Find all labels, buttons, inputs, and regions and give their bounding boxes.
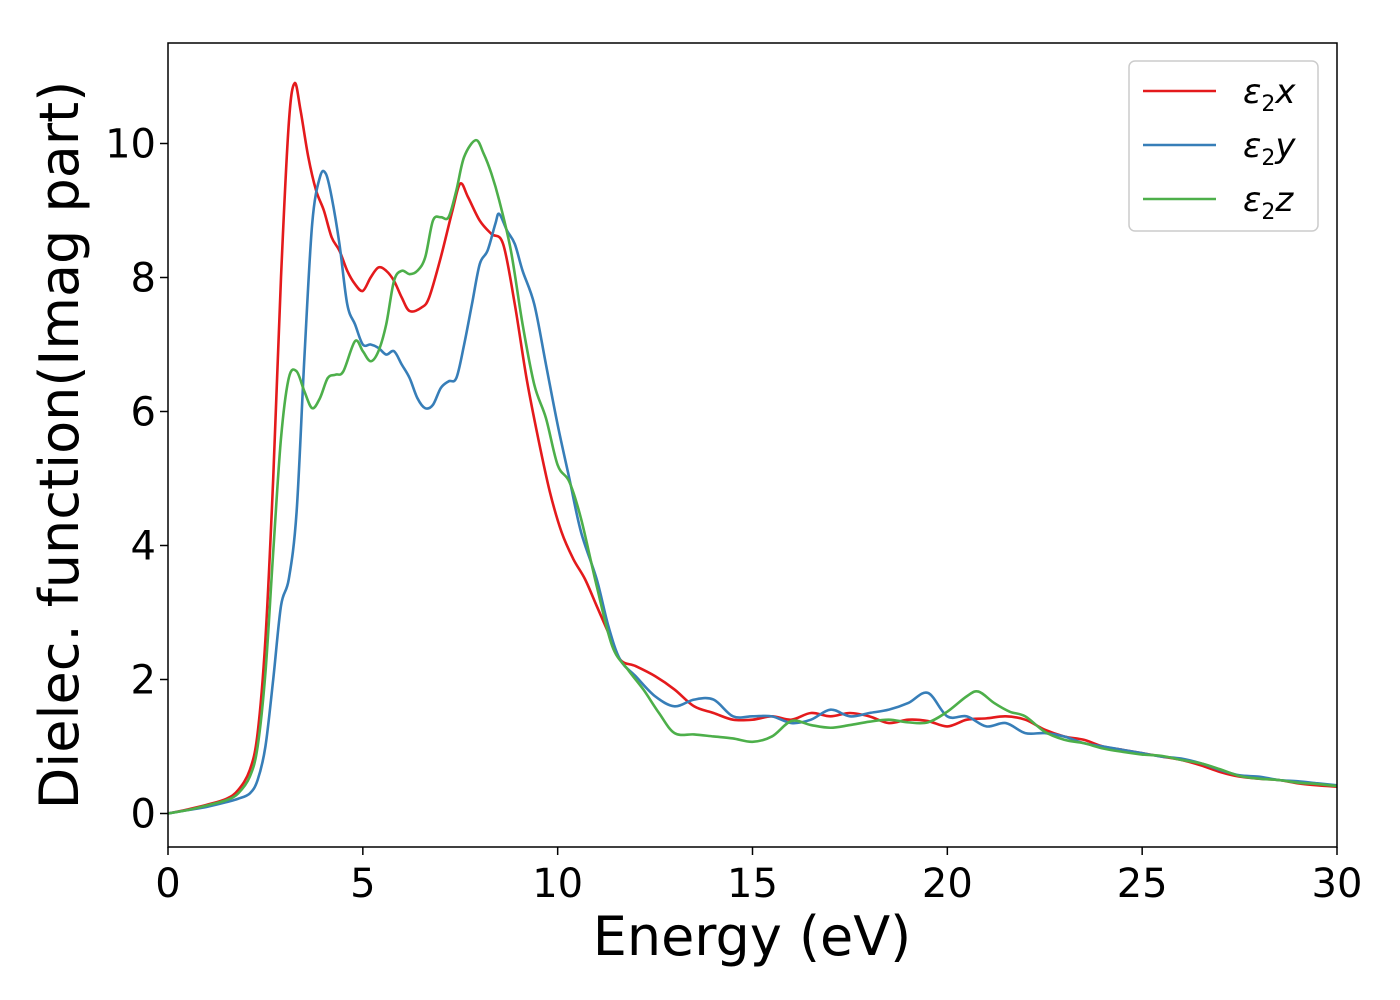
- x-tick-label-1: 5: [350, 861, 375, 907]
- x-tick-label-0: 0: [155, 861, 180, 907]
- series-line-2: [168, 138, 1337, 815]
- series-layer: [168, 81, 1337, 815]
- x-tick-label-6: 30: [1312, 861, 1363, 907]
- legend-label-2: ε2z: [1243, 180, 1294, 225]
- y-tick-label-4: 8: [131, 256, 156, 302]
- y-axis-title: Dielec. function(Imag part): [28, 81, 91, 810]
- x-tick-label-5: 25: [1117, 861, 1168, 907]
- legend-box: [1128, 60, 1319, 232]
- y-axis-ticks: 0 2 4 6 8 10: [105, 122, 168, 838]
- y-tick-label-5: 10: [105, 122, 156, 168]
- y-tick-label-0: 0: [131, 792, 156, 838]
- legend: ε2x ε2y ε2z: [1128, 60, 1319, 232]
- legend-label-0: ε2x: [1243, 72, 1296, 117]
- y-tick-label-2: 4: [131, 524, 156, 570]
- x-tick-label-3: 15: [727, 861, 778, 907]
- y-tick-label-3: 6: [131, 390, 156, 436]
- x-tick-label-2: 10: [532, 861, 583, 907]
- x-axis-ticks: 0 5 10 15 20 25 30: [155, 847, 1362, 907]
- x-tick-label-4: 20: [922, 861, 973, 907]
- series-line-1: [168, 169, 1337, 815]
- legend-label-1: ε2y: [1243, 126, 1296, 171]
- x-axis-title: Energy (eV): [593, 905, 912, 968]
- y-tick-label-1: 2: [131, 658, 156, 704]
